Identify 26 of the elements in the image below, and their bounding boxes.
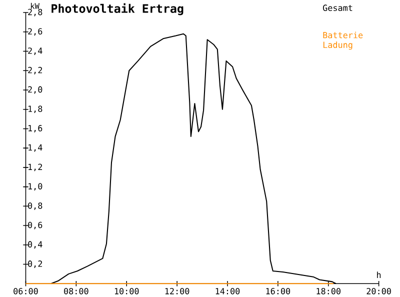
- y-tick-label: 0,4: [28, 241, 42, 249]
- x-tick-label: 18:00: [316, 288, 340, 294]
- text: Batterie Ladung: [323, 32, 363, 50]
- x-tick-label: 10:00: [114, 288, 139, 294]
- chart-title: Photovoltaik Ertrag: [52, 3, 184, 16]
- x-tick-label: 12:00: [165, 288, 190, 294]
- y-tick-label: 2,6: [28, 28, 42, 36]
- text: Gesamt: [323, 4, 352, 11]
- y-tick-label: 0,2: [28, 260, 42, 268]
- y-tick-label: 1,2: [28, 164, 42, 172]
- x-tick-label: 06:00: [14, 288, 38, 294]
- y-tick-label: 2,8: [28, 8, 42, 16]
- x-tick-label: 14:00: [216, 288, 240, 294]
- x-axis-title: h: [377, 272, 381, 278]
- y-tick-label: 2,0: [28, 86, 42, 94]
- x-tick-label: 16:00: [266, 288, 290, 294]
- x-tick-label: 20:00: [366, 288, 391, 294]
- y-tick-label: 1,0: [28, 183, 42, 190]
- y-tick-label: 1,8: [28, 106, 42, 113]
- y-tick-label: 0,8: [28, 202, 42, 210]
- y-tick-label: 1,6: [28, 124, 42, 132]
- y-tick-label: 2,2: [28, 66, 42, 74]
- y-tick-label: 2,4: [28, 48, 42, 55]
- y-tick-label: 0,6: [28, 222, 42, 230]
- x-tick-label: 08:00: [64, 288, 88, 294]
- y-tick-label: 1,4: [28, 144, 42, 152]
